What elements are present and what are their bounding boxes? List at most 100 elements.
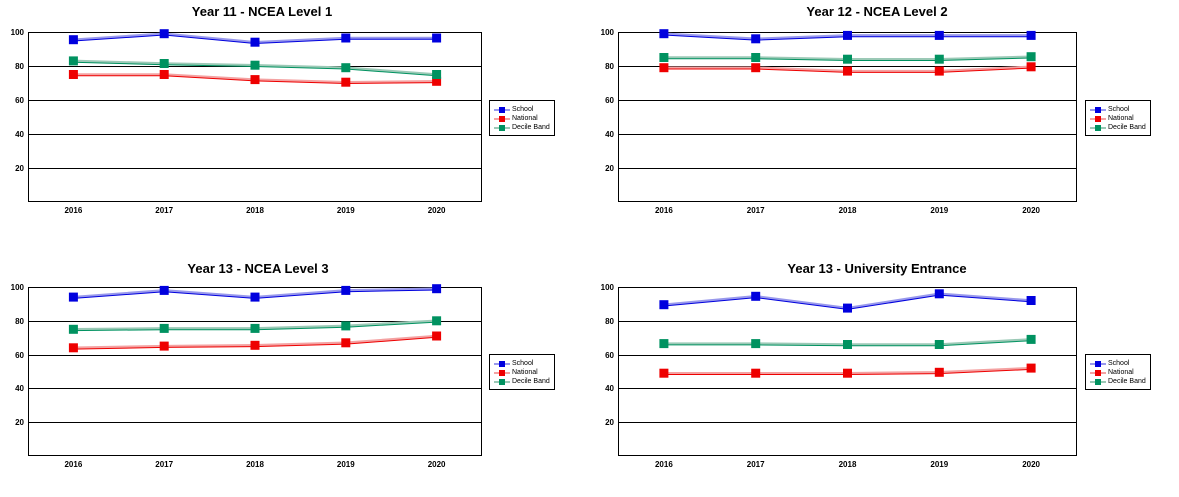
gridline-60 — [618, 355, 1077, 356]
y-axis-tick-label: 60 — [15, 350, 24, 360]
legend-item-decile-band: Decile Band — [1090, 123, 1148, 132]
legend-square-swatch — [499, 124, 505, 131]
legend-label: Decile Band — [1108, 123, 1146, 131]
legend-square-swatch — [1095, 106, 1101, 113]
legend-marker-icon — [1090, 360, 1106, 368]
chart-title: Year 11 - NCEA Level 1 — [191, 4, 333, 19]
legend-item-national: National — [1090, 368, 1148, 377]
legend-marker-icon — [1090, 106, 1106, 114]
gridline-80 — [618, 66, 1077, 67]
legend-square-swatch — [1095, 369, 1101, 376]
y-axis-tick-label: 40 — [605, 130, 614, 139]
x-axis-tick-label: 2017 — [746, 206, 765, 215]
plot-area — [28, 32, 482, 202]
x-axis-tick-label: 2016 — [64, 460, 83, 469]
legend-square-swatch — [1095, 124, 1101, 131]
legend-item-school: School — [494, 105, 552, 114]
legend-square-swatch — [1095, 378, 1101, 385]
legend: School National Decile Band — [1085, 354, 1151, 390]
y-axis-tick-label: 100 — [600, 283, 614, 292]
gridline-40 — [28, 134, 482, 135]
x-axis-tick-label: 2016 — [654, 460, 673, 469]
legend-label: School — [512, 359, 534, 367]
legend-item-national: National — [494, 368, 552, 377]
x-axis-tick-label: 2019 — [930, 206, 949, 215]
legend-square-swatch — [499, 106, 505, 113]
x-axis-tick-label: 2017 — [746, 460, 765, 469]
gridline-80 — [618, 321, 1077, 322]
chart-title: Year 12 - NCEA Level 2 — [806, 4, 948, 19]
legend: School National Decile Band — [489, 354, 555, 390]
y-axis-tick-label: 60 — [605, 350, 614, 360]
legend-marker-icon — [494, 378, 510, 386]
legend-square-swatch — [1095, 360, 1101, 367]
legend-item-national: National — [494, 114, 552, 123]
plot-area — [618, 32, 1077, 202]
legend-square-swatch — [1095, 115, 1101, 122]
legend-item-school: School — [494, 359, 552, 368]
y-axis-tick-label: 60 — [15, 96, 24, 105]
chart-title: Year 13 - NCEA Level 3 — [187, 261, 329, 276]
legend-marker-icon — [1090, 378, 1106, 386]
legend: School National Decile Band — [489, 100, 555, 136]
legend-item-decile-band: Decile Band — [494, 377, 552, 386]
legend-item-decile-band: Decile Band — [494, 123, 552, 132]
legend-square-swatch — [499, 360, 505, 367]
gridline-40 — [28, 388, 482, 389]
plot-area — [28, 287, 482, 456]
legend-square-swatch — [499, 369, 505, 376]
legend-label: School — [1108, 105, 1130, 113]
legend-label: School — [512, 105, 534, 113]
x-axis-tick-label: 2018 — [246, 460, 264, 469]
legend-label: National — [512, 368, 538, 376]
chart-title: Year 13 - University Entrance — [787, 261, 967, 276]
y-axis-tick-label: 80 — [15, 62, 24, 71]
y-axis-tick-label: 80 — [605, 316, 614, 326]
y-axis-tick-label: 20 — [15, 418, 24, 428]
legend-marker-icon — [1090, 124, 1106, 132]
plot-area — [618, 287, 1077, 456]
legend-square-swatch — [499, 115, 505, 122]
gridline-80 — [28, 66, 482, 67]
legend-marker-icon — [494, 106, 510, 114]
legend-label: Decile Band — [512, 123, 550, 131]
y-axis-tick-label: 20 — [15, 164, 24, 173]
y-axis-tick-label: 40 — [605, 384, 614, 394]
legend-marker-icon — [494, 115, 510, 123]
y-axis-tick-label: 100 — [10, 28, 24, 37]
x-axis-tick-label: 2018 — [246, 206, 264, 215]
y-axis-tick-label: 40 — [15, 384, 24, 394]
gridline-60 — [28, 355, 482, 356]
legend-label: National — [1108, 114, 1134, 122]
x-axis-tick-label: 2019 — [336, 206, 355, 215]
legend-square-swatch — [499, 378, 505, 385]
legend-label: National — [512, 114, 538, 122]
x-axis-tick-label: 2019 — [930, 460, 949, 469]
legend: School National Decile Band — [1085, 100, 1151, 136]
legend-label: School — [1108, 359, 1130, 367]
x-axis-tick-label: 2020 — [427, 206, 446, 215]
y-axis-tick-label: 20 — [605, 418, 614, 428]
gridline-40 — [618, 134, 1077, 135]
gridline-40 — [618, 388, 1077, 389]
legend-item-school: School — [1090, 359, 1148, 368]
x-axis-tick-label: 2016 — [64, 206, 83, 215]
gridline-80 — [28, 321, 482, 322]
y-axis-tick-label: 100 — [600, 28, 614, 37]
y-axis-tick-label: 100 — [10, 283, 24, 292]
y-axis-tick-label: 80 — [605, 62, 614, 71]
gridline-60 — [618, 100, 1077, 101]
y-axis-tick-label: 60 — [605, 96, 614, 105]
legend-marker-icon — [494, 369, 510, 377]
gridline-20 — [28, 422, 482, 423]
x-axis-tick-label: 2018 — [838, 460, 857, 469]
x-axis-tick-label: 2017 — [155, 460, 174, 469]
legend-item-decile-band: Decile Band — [1090, 377, 1148, 386]
x-axis-tick-label: 2016 — [654, 206, 673, 215]
y-axis-tick-label: 80 — [15, 316, 24, 326]
legend-item-school: School — [1090, 105, 1148, 114]
gridline-20 — [28, 168, 482, 169]
legend-marker-icon — [1090, 369, 1106, 377]
gridline-20 — [618, 422, 1077, 423]
